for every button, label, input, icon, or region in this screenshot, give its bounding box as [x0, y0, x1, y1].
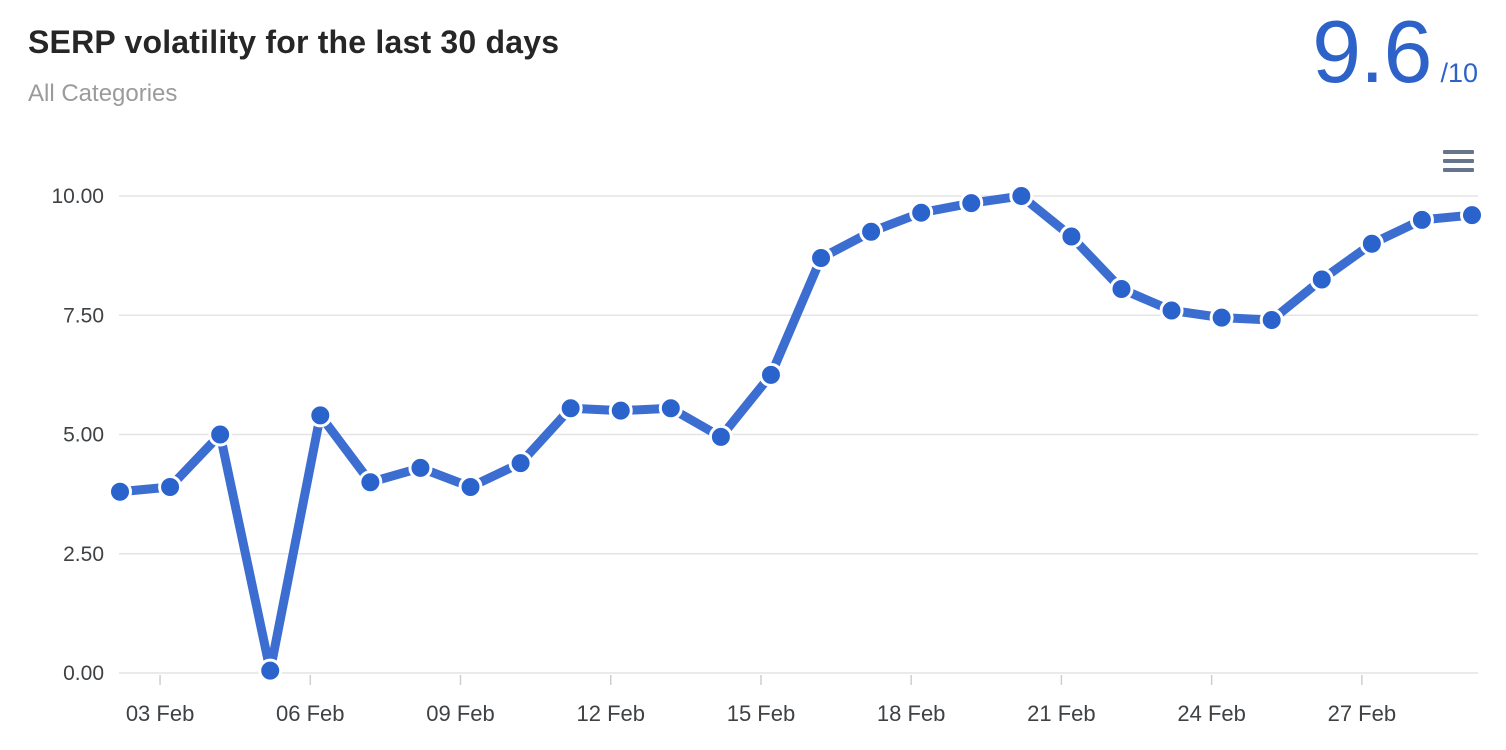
menu-bar: [1443, 159, 1474, 163]
volatility-score: 9.6 /10: [1312, 2, 1478, 101]
data-point[interactable]: [859, 219, 884, 244]
x-axis-label: 27 Feb: [1328, 701, 1397, 726]
volatility-line: [115, 191, 1477, 676]
x-axis-label: 03 Feb: [126, 701, 195, 726]
data-point[interactable]: [1460, 203, 1484, 228]
data-point[interactable]: [809, 246, 834, 271]
x-axis-label: 24 Feb: [1177, 701, 1246, 726]
y-axis-label: 0.00: [63, 662, 104, 685]
data-point[interactable]: [358, 470, 383, 495]
data-point[interactable]: [508, 451, 533, 476]
hamburger-menu-icon: [1443, 150, 1474, 154]
data-point[interactable]: [558, 396, 583, 421]
score-denominator: /10: [1440, 58, 1478, 88]
data-point[interactable]: [1109, 277, 1134, 302]
data-point[interactable]: [1309, 267, 1334, 292]
data-point[interactable]: [1009, 184, 1034, 208]
data-point[interactable]: [608, 398, 633, 423]
y-axis-label: 7.50: [63, 304, 104, 327]
data-point[interactable]: [208, 422, 233, 447]
data-point[interactable]: [758, 362, 783, 387]
data-point[interactable]: [708, 424, 733, 449]
x-axis-label: 06 Feb: [276, 701, 345, 726]
chart-title: SERP volatility for the last 30 days: [28, 24, 560, 60]
y-axis-label: 10.00: [51, 185, 104, 208]
x-axis-label: 12 Feb: [576, 701, 645, 726]
data-point[interactable]: [1259, 308, 1284, 333]
data-point[interactable]: [1159, 298, 1184, 323]
data-point[interactable]: [658, 396, 683, 421]
data-point[interactable]: [909, 200, 934, 225]
data-point[interactable]: [408, 455, 433, 480]
data-point[interactable]: [158, 474, 183, 499]
data-point[interactable]: [1209, 305, 1234, 330]
data-point[interactable]: [258, 658, 283, 683]
y-axis-label: 2.50: [63, 543, 104, 566]
data-point[interactable]: [1409, 207, 1434, 232]
x-axis-label: 18 Feb: [877, 701, 946, 726]
menu-bar: [1443, 168, 1474, 172]
chart-subtitle: All Categories: [28, 80, 178, 107]
data-point[interactable]: [1059, 224, 1084, 249]
x-axis-label: 21 Feb: [1027, 701, 1096, 726]
data-point[interactable]: [959, 191, 984, 216]
y-axis-label: 5.00: [63, 424, 104, 447]
data-point[interactable]: [458, 474, 483, 499]
chart-context-menu-button[interactable]: [1443, 149, 1474, 173]
data-point[interactable]: [308, 403, 333, 428]
data-point[interactable]: [1359, 231, 1384, 256]
x-axis-label: 09 Feb: [426, 701, 495, 726]
x-axis-label: 15 Feb: [727, 701, 796, 726]
score-value: 9.6: [1312, 2, 1432, 101]
data-point[interactable]: [108, 479, 132, 504]
